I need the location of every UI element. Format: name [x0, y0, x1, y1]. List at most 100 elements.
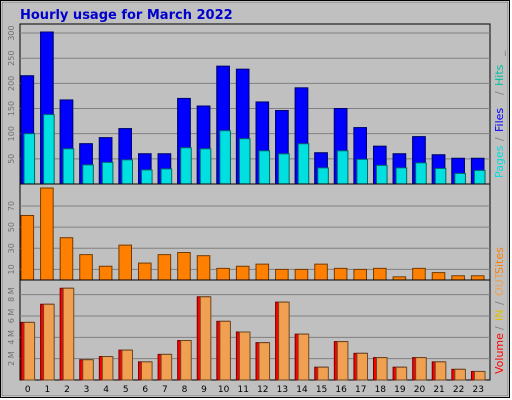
x-tick-label-11: 11 [237, 385, 248, 395]
x-tick-label-14: 14 [296, 385, 308, 395]
bar-out-10 [219, 320, 231, 381]
bar-out-8 [180, 340, 192, 381]
bar-sites-15 [314, 263, 328, 281]
bar-out-0 [23, 321, 36, 381]
legend-sep: / [493, 91, 506, 95]
legend-sep: / [493, 137, 506, 141]
bar-pages-12 [258, 150, 271, 185]
bar-sites-20 [412, 267, 426, 281]
y-tick-label: 70 [7, 201, 16, 211]
panel-bottom: 2 M 4 M 6 M 8 M [7, 279, 491, 381]
panel-middle: 10 30 50 70 [7, 183, 491, 281]
x-tick-label-6: 6 [142, 385, 148, 395]
bar-out-2 [62, 287, 75, 381]
bar-pages-14 [297, 143, 310, 185]
bar-pages-17 [356, 158, 368, 185]
bar-sites-14 [294, 268, 309, 281]
bar-out-7 [160, 353, 173, 381]
bar-pages-13 [278, 153, 290, 185]
legend-sites: Sites [493, 247, 506, 274]
bar-out-6 [141, 361, 153, 381]
bar-out-3 [82, 359, 94, 381]
x-tick-label-0: 0 [25, 385, 31, 395]
legend-hits: Hits [493, 64, 506, 86]
x-tick-label-7: 7 [162, 385, 168, 395]
bar-pages-2 [62, 148, 75, 185]
x-tick-label-16: 16 [335, 385, 347, 395]
bar-pages-16 [336, 150, 349, 185]
bar-sites-6 [138, 262, 152, 281]
bar-sites-12 [255, 263, 270, 281]
x-tick-label-5: 5 [123, 385, 129, 395]
bar-pages-23 [473, 169, 486, 185]
x-tick-label-22: 22 [453, 385, 464, 395]
bar-pages-10 [219, 130, 231, 185]
x-tick-label-17: 17 [355, 385, 366, 395]
legend-sep: / [493, 301, 506, 305]
bar-pages-20 [415, 162, 427, 185]
legend-files: Files [493, 108, 506, 132]
bar-pages-18 [376, 164, 388, 185]
x-tick-label-8: 8 [182, 385, 188, 395]
bar-pages-3 [82, 164, 94, 185]
legend-sep: / [493, 326, 506, 330]
bar-out-16 [336, 341, 349, 381]
y-tick-label: 300 [7, 25, 16, 40]
bar-sites-8 [177, 252, 191, 281]
bar-out-23 [473, 370, 486, 381]
plot-area [19, 183, 491, 281]
legend-volume: Volume [493, 333, 506, 374]
y-tick-label: 4 M [7, 330, 16, 345]
panel-top: 50 100 150 200 250 300 [7, 23, 491, 185]
x-tick-label-4: 4 [103, 385, 109, 395]
plot-area [19, 279, 491, 381]
x-tick-label-15: 15 [316, 385, 327, 395]
x-tick-label-19: 19 [394, 385, 406, 395]
y-tick-label: 10 [7, 264, 16, 274]
x-tick-label-21: 21 [433, 385, 444, 395]
bar-out-1 [43, 303, 55, 381]
y-tick-label: 250 [7, 51, 16, 66]
bar-sites-18 [373, 267, 387, 281]
bar-sites-4 [98, 265, 113, 281]
x-tick-label-18: 18 [375, 385, 387, 395]
bar-out-20 [415, 357, 427, 381]
bar-sites-0 [20, 214, 35, 281]
legend-middle: Sites [493, 247, 506, 274]
x-tick-label-13: 13 [277, 385, 288, 395]
bar-out-17 [356, 352, 368, 381]
y-tick-label: 8 M [7, 287, 16, 302]
bar-out-15 [317, 366, 329, 381]
bar-out-11 [238, 331, 251, 381]
bar-out-21 [434, 361, 447, 381]
bar-sites-13 [275, 268, 289, 281]
x-tick-label-3: 3 [84, 385, 90, 395]
bar-pages-11 [238, 138, 251, 185]
bar-sites-7 [157, 254, 172, 281]
bar-pages-8 [180, 147, 192, 185]
bar-pages-7 [160, 168, 173, 185]
series-sites [20, 187, 485, 281]
bar-out-14 [297, 333, 310, 381]
bar-pages-5 [121, 159, 133, 185]
bar-sites-17 [353, 268, 367, 281]
bar-sites-9 [196, 255, 211, 281]
plot-area [19, 23, 491, 185]
bar-sites-5 [118, 244, 132, 281]
bar-pages-0 [23, 133, 36, 185]
bar-pages-9 [199, 148, 212, 185]
x-tick-label-23: 23 [472, 385, 483, 395]
bar-pages-6 [141, 169, 153, 185]
chart-legends: Pages / Files / Hits _ Sites Volume / IN / OUT [493, 50, 506, 374]
x-axis-labels: 0 1 2 3 4 5 6 7 8 9 10 11 12 13 14 15 16 17 18 19 20 21 22 23 [25, 385, 484, 395]
bar-out-4 [101, 356, 114, 381]
y-tick-label: 150 [7, 101, 16, 116]
bar-sites-1 [40, 187, 54, 281]
x-tick-label-2: 2 [64, 385, 70, 395]
bar-pages-22 [454, 172, 466, 185]
bar-sites-11 [235, 265, 250, 281]
chart-title: Hourly usage for March 2022 [20, 8, 233, 23]
legend-pages: Pages [493, 145, 506, 178]
bar-pages-4 [101, 161, 114, 185]
